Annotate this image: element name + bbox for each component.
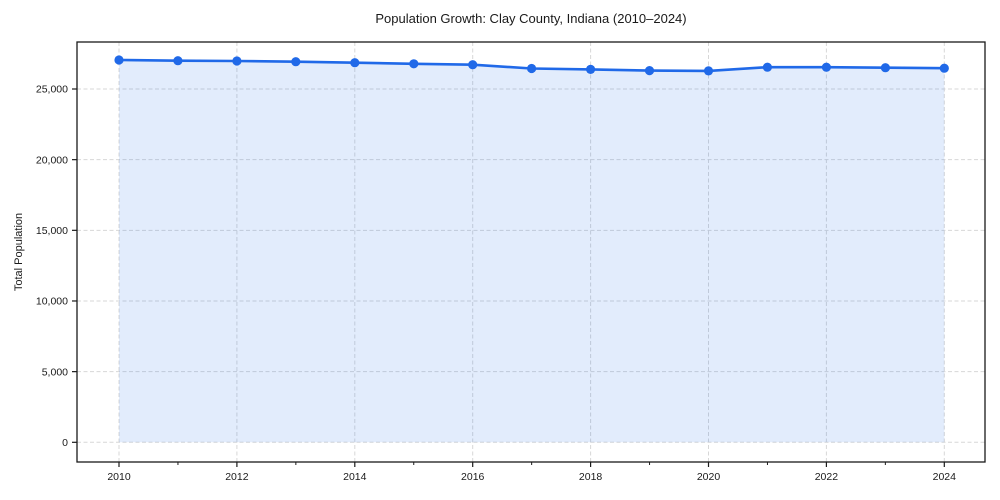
y-tick-label: 20,000 <box>36 154 68 166</box>
data-point <box>173 56 183 66</box>
x-tick-label: 2022 <box>815 471 839 483</box>
x-tick-label: 2020 <box>697 471 721 483</box>
data-point <box>114 55 124 65</box>
x-tick-label: 2024 <box>933 471 957 483</box>
data-point <box>644 66 655 76</box>
data-point <box>703 66 714 76</box>
y-tick-label: 5,000 <box>42 366 68 378</box>
data-point <box>880 63 891 73</box>
x-tick-label: 2018 <box>579 471 603 483</box>
y-tick-label: 10,000 <box>36 296 68 308</box>
x-tick-label: 2012 <box>225 471 249 483</box>
data-point <box>291 57 301 67</box>
data-point <box>409 59 419 69</box>
data-point <box>350 58 360 68</box>
data-point <box>468 60 478 70</box>
y-tick-label: 15,000 <box>36 225 68 237</box>
chart-title: Population Growth: Clay County, Indiana … <box>375 11 687 26</box>
series-area-fill <box>119 60 945 443</box>
data-point <box>586 64 596 74</box>
y-tick-label: 0 <box>62 437 68 449</box>
x-tick-label: 2016 <box>461 471 485 483</box>
data-point <box>821 62 832 72</box>
data-point <box>939 63 949 73</box>
y-tick-label: 25,000 <box>36 84 68 96</box>
plot-border <box>76 41 986 463</box>
x-tick-label: 2010 <box>107 471 131 483</box>
data-point <box>527 63 537 74</box>
data-point <box>762 62 773 72</box>
x-tick-label: 2014 <box>343 471 367 483</box>
data-point <box>232 56 242 66</box>
